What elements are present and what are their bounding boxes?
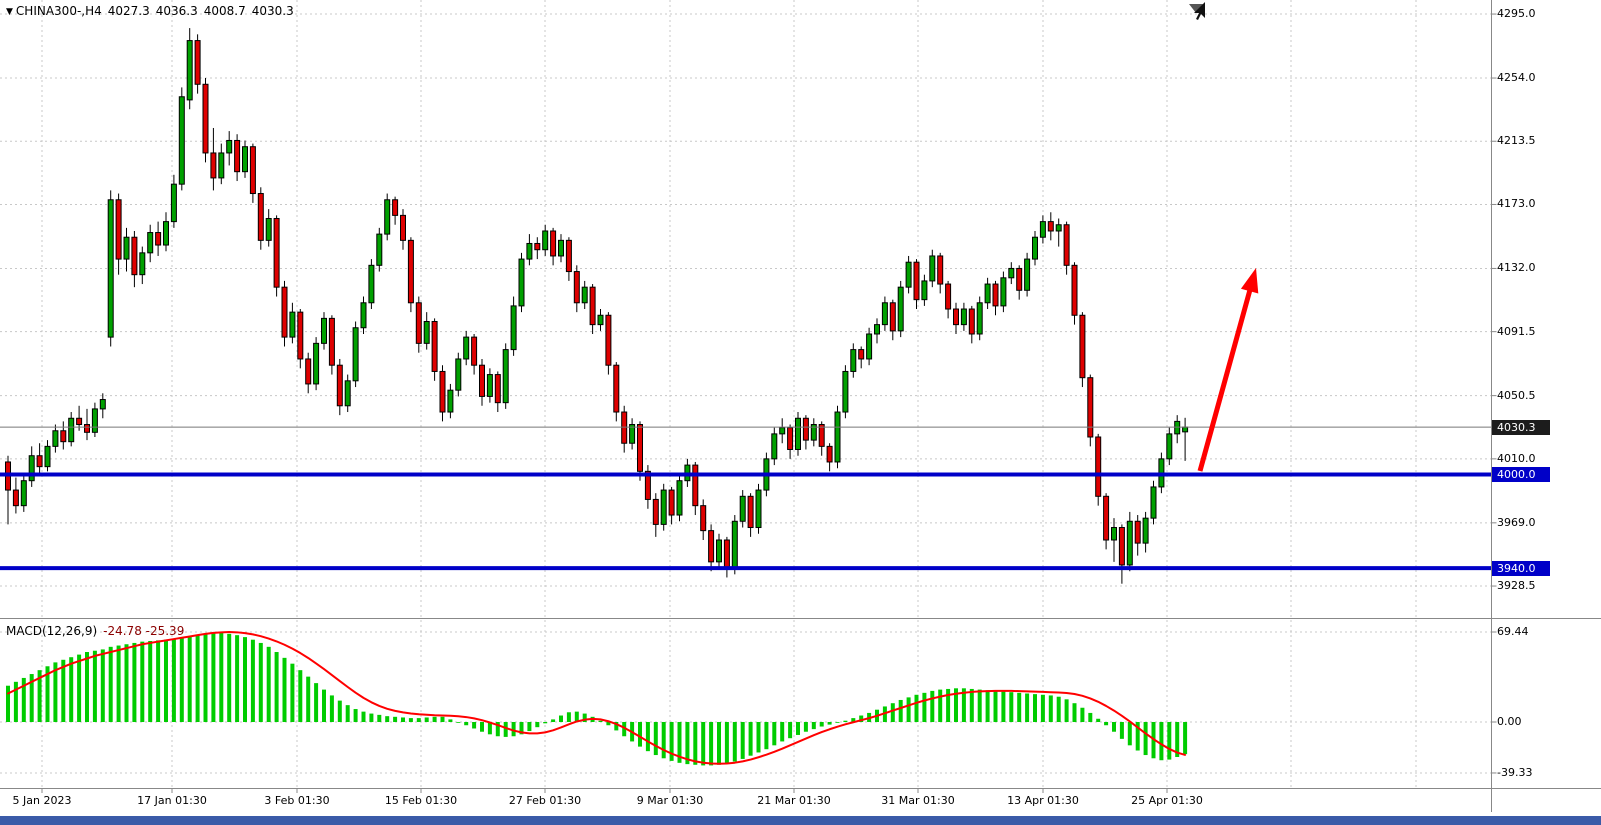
chart-title: ▼ CHINA300-,H4 4027.3 4036.3 4008.7 4030.3 xyxy=(6,4,300,18)
mouse-cursor xyxy=(1194,2,1205,20)
ohlc-close: 4030.3 xyxy=(251,4,294,18)
grid xyxy=(0,0,1491,788)
symbol-marker-icon: ▼ xyxy=(6,7,13,17)
time-axis[interactable] xyxy=(0,789,1491,813)
symbol-name: CHINA300-,H4 xyxy=(15,4,102,18)
current-price-badge: 4030.3 xyxy=(1492,419,1550,435)
trend-arrow[interactable] xyxy=(1197,268,1259,472)
macd-name: MACD(12,26,9) xyxy=(6,624,98,638)
window-bottom-strip xyxy=(0,816,1601,825)
chart-shift-marker xyxy=(1189,4,1203,13)
hline-price-badge-3940: 3940.0 xyxy=(1492,560,1550,576)
ohlc-low: 4008.7 xyxy=(203,4,246,18)
hline-price-badge-4000: 4000.0 xyxy=(1492,466,1550,482)
ohlc-open: 4027.3 xyxy=(107,4,150,18)
macd-signal-line xyxy=(7,631,1187,765)
ohlc-high: 4036.3 xyxy=(155,4,198,18)
price-axis[interactable] xyxy=(1492,0,1601,812)
candlestick-series[interactable] xyxy=(5,28,1189,584)
macd-values: -24.78 -25.39 xyxy=(103,624,185,638)
macd-histogram xyxy=(6,632,1188,766)
macd-indicator-label: MACD(12,26,9) -24.78 -25.39 xyxy=(6,624,190,638)
